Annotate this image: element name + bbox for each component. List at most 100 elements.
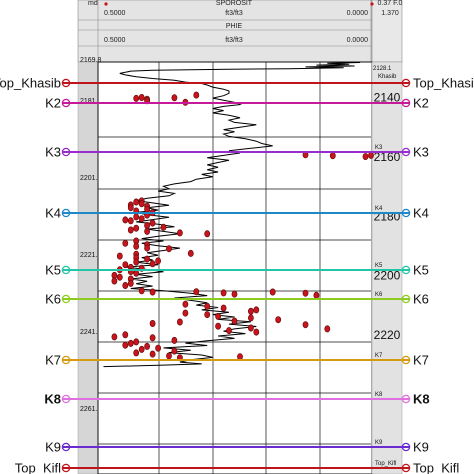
tvd-marker-label: Top_Kifl	[375, 461, 396, 467]
well-top-k3[interactable]: K3 K3	[45, 145, 429, 160]
core-porosity-point	[122, 216, 129, 224]
core-porosity-point	[122, 261, 129, 269]
core-porosity-point	[149, 334, 156, 342]
core-porosity-point	[133, 338, 140, 346]
well-top-k5[interactable]: K5 K5	[45, 263, 429, 278]
well-top-label-left: K2	[45, 96, 61, 111]
core-porosity-point	[171, 94, 178, 102]
core-porosity-point	[193, 288, 200, 296]
core-porosity-point	[122, 239, 129, 247]
well-top-label-left: K9	[45, 440, 61, 455]
core-porosity-point	[182, 300, 189, 308]
core-porosity-point	[138, 200, 145, 208]
header-point-symbol	[104, 2, 108, 6]
core-porosity-point	[171, 336, 178, 344]
log-header: md 0.5000 SPOROSIT ft3/ft3 0.0000 0.37 F…	[77, 0, 403, 63]
core-porosity-point	[127, 204, 134, 212]
tvd-depth-label: 2140	[374, 91, 401, 105]
core-porosity-point	[176, 318, 183, 326]
core-porosity-point	[116, 252, 123, 260]
header-right-scale: 1.370	[381, 10, 399, 17]
core-porosity-point	[133, 224, 140, 232]
well-top-label-right: K5	[413, 263, 429, 278]
core-porosity-point	[368, 151, 374, 159]
core-porosity-point	[231, 317, 238, 325]
tvd-depth-label: 2220	[374, 328, 401, 342]
core-porosity-point	[133, 349, 140, 357]
core-porosity-point	[253, 328, 260, 336]
core-porosity-point	[302, 289, 309, 297]
core-porosity-point	[324, 325, 331, 333]
core-porosity-point	[313, 291, 320, 299]
core-porosity-point	[149, 288, 156, 296]
core-porosity-point	[226, 327, 232, 335]
tvd-top-value: 2128.1	[373, 66, 392, 72]
core-porosity-point	[133, 94, 140, 102]
well-top-label-right: K4	[413, 206, 429, 221]
core-porosity-point	[171, 347, 178, 355]
core-porosity-point	[127, 279, 134, 287]
core-porosity-point	[144, 244, 150, 252]
core-porosity-point	[160, 223, 167, 231]
header-row4-min: 0.5000	[104, 37, 126, 44]
well-top-k9[interactable]: K9 K9	[45, 440, 429, 455]
md-depth-label: 2201.7	[80, 175, 102, 182]
well-top-label-right: K2	[413, 96, 429, 111]
core-porosity-point	[111, 333, 118, 341]
well-top-k6[interactable]: K6 K6	[45, 292, 429, 307]
core-porosity-point	[215, 322, 221, 330]
core-porosity-point	[253, 306, 260, 314]
md-depth-labels: 2169.8 2181.7 2201.7 2221.7 2241.7 2261.7	[80, 57, 102, 413]
core-porosity-point	[144, 342, 150, 350]
phie-curve	[103, 62, 361, 368]
tvd-marker-label: K7	[375, 353, 383, 359]
core-porosity-point	[149, 350, 156, 358]
core-porosity-point	[182, 309, 189, 317]
tvd-marker-label: K6	[375, 292, 383, 298]
well-top-label-right: K3	[413, 145, 429, 160]
core-porosity-point	[269, 288, 276, 296]
well-top-k8[interactable]: K8 K8	[44, 392, 429, 407]
well-tops: Top_KhasibTop_KhasibK2K2K3K3K4K4K5K5K6K6…	[0, 76, 474, 474]
well-top-top-khasib[interactable]: Top_Khasib Top_Khasib	[0, 76, 474, 91]
core-porosity-point	[231, 290, 238, 298]
well-top-label-right: K7	[413, 353, 429, 368]
core-porosity-point	[133, 258, 140, 266]
core-porosity-point	[247, 324, 254, 332]
core-porosity-point	[329, 152, 336, 160]
well-top-label-left: Top_Khasib	[0, 76, 61, 91]
core-porosity-point	[204, 311, 211, 319]
header-row1-min: 0.5000	[104, 10, 126, 17]
core-porosity-point	[127, 226, 134, 234]
well-top-k7[interactable]: K7 K7	[45, 353, 429, 368]
tvd-depth-label: 2160	[374, 150, 401, 164]
header-right-top: 0.37 F.0	[378, 0, 403, 7]
core-porosity-point	[133, 269, 140, 277]
core-porosity-point	[247, 314, 254, 322]
well-top-top-kifl[interactable]: Top_Kifl Top_Kifl	[15, 461, 460, 474]
core-porosity-point	[127, 217, 134, 225]
tvd-marker-label: K4	[375, 206, 383, 212]
well-top-label-right: Top_Kifl	[413, 461, 459, 474]
core-porosity-point	[215, 312, 221, 320]
well-top-label-left: K5	[45, 263, 61, 278]
core-porosity-point	[122, 341, 129, 349]
header-point-symbol-right	[370, 2, 374, 6]
core-porosity-point	[149, 260, 156, 268]
core-porosity-point	[155, 257, 161, 265]
well-top-k2[interactable]: K2 K2	[45, 96, 429, 111]
well-top-label-left: K6	[45, 292, 61, 307]
header-md-unit: md	[88, 0, 98, 7]
well-top-label-right: Top_Khasib	[413, 76, 474, 91]
well-top-label-left: K8	[44, 392, 61, 407]
md-depth-label: 2181.7	[80, 98, 102, 105]
core-porosity-point	[275, 316, 282, 324]
core-porosity-point	[138, 345, 145, 353]
core-porosity-point	[204, 302, 211, 310]
well-top-k4[interactable]: K4 K4	[45, 206, 429, 221]
well-top-label-left: K7	[45, 353, 61, 368]
md-depth-label: 2221.7	[80, 252, 102, 259]
core-porosity-points	[111, 91, 374, 362]
well-top-label-right: K8	[413, 392, 430, 407]
